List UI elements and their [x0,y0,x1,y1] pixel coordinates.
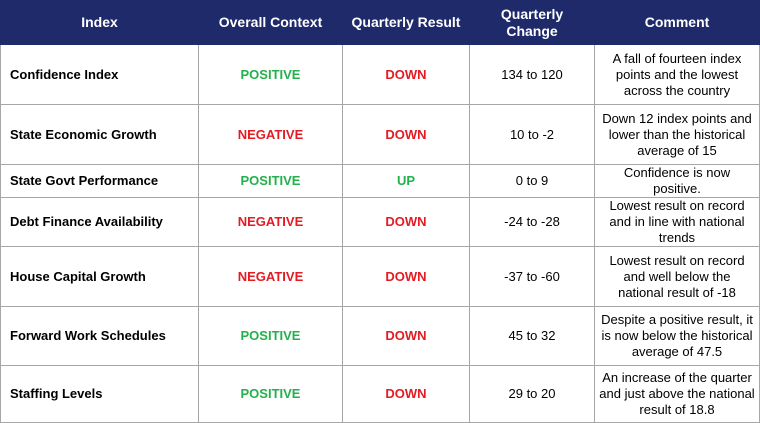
quarterly-change: 134 to 120 [469,44,595,105]
overall-context: POSITIVE [198,365,343,423]
quarterly-change: 10 to -2 [469,104,595,165]
quarterly-result: DOWN [342,44,470,105]
index-name: Confidence Index [0,44,199,105]
quarterly-result: DOWN [342,197,470,247]
quarterly-result: DOWN [342,365,470,423]
quarterly-result: DOWN [342,306,470,366]
index-name: State Govt Performance [0,164,199,198]
comment: Down 12 index points and lower than the … [594,104,760,165]
overall-context: POSITIVE [198,164,343,198]
comment: Confidence is now positive. [594,164,760,198]
index-name: Forward Work Schedules [0,306,199,366]
table-row: Staffing Levels POSITIVE DOWN 29 to 20 A… [0,365,760,423]
quarterly-result: DOWN [342,246,470,307]
header-quarterly-result: Quarterly Result [342,0,470,45]
comment: Despite a positive result, it is now bel… [594,306,760,366]
quarterly-change: -37 to -60 [469,246,595,307]
overall-context: NEGATIVE [198,197,343,247]
index-name: Debt Finance Availability [0,197,199,247]
overall-context: POSITIVE [198,306,343,366]
quarterly-change: -24 to -28 [469,197,595,247]
overall-context: POSITIVE [198,44,343,105]
overall-context: NEGATIVE [198,246,343,307]
table-row: State Economic Growth NEGATIVE DOWN 10 t… [0,104,760,165]
quarterly-change: 45 to 32 [469,306,595,366]
header-index: Index [0,0,199,45]
table-row: Confidence Index POSITIVE DOWN 134 to 12… [0,44,760,105]
comment: Lowest result on record and well below t… [594,246,760,307]
index-name: House Capital Growth [0,246,199,307]
header-comment: Comment [594,0,760,45]
quarterly-change: 29 to 20 [469,365,595,423]
header-overall-context: Overall Context [198,0,343,45]
comment: Lowest result on record and in line with… [594,197,760,247]
table-row: House Capital Growth NEGATIVE DOWN -37 t… [0,246,760,307]
table-row: State Govt Performance POSITIVE UP 0 to … [0,164,760,198]
quarterly-change: 0 to 9 [469,164,595,198]
comment: A fall of fourteen index points and the … [594,44,760,105]
table-row: Debt Finance Availability NEGATIVE DOWN … [0,197,760,247]
comment: An increase of the quarter and just abov… [594,365,760,423]
index-name: State Economic Growth [0,104,199,165]
overall-context: NEGATIVE [198,104,343,165]
header-row: Index Overall Context Quarterly Result Q… [0,0,760,45]
table-row: Forward Work Schedules POSITIVE DOWN 45 … [0,306,760,366]
index-name: Staffing Levels [0,365,199,423]
quarterly-result: UP [342,164,470,198]
quarterly-result: DOWN [342,104,470,165]
header-quarterly-change: Quarterly Change [469,0,595,45]
